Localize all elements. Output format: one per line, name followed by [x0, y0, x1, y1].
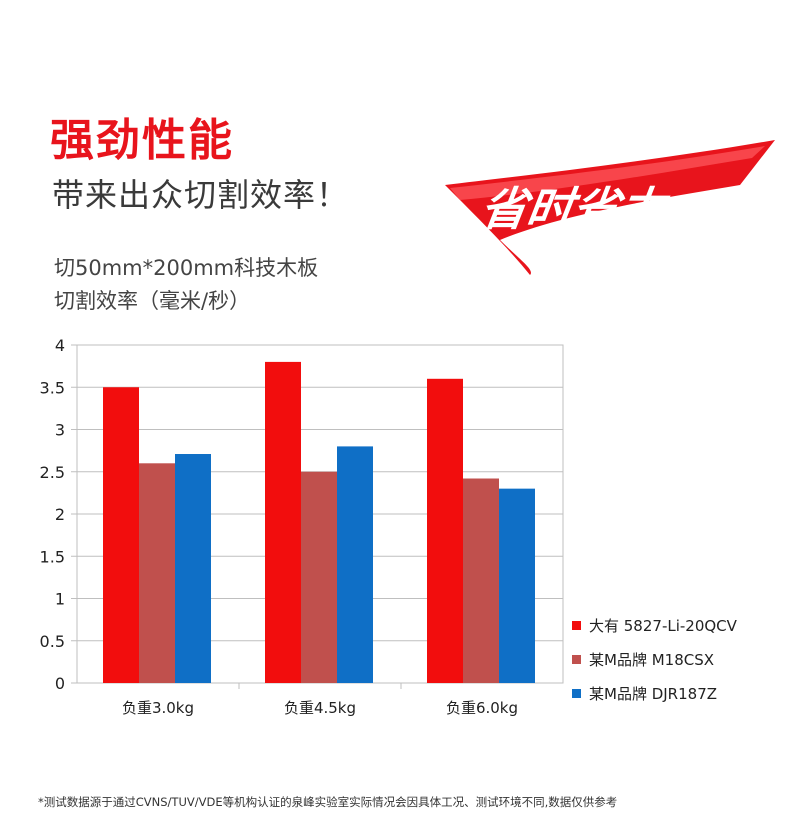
legend-label: 大有 5827-Li-20QCV: [589, 616, 737, 635]
bar-2-1: [139, 463, 175, 683]
y-tick-label: 4: [55, 336, 65, 355]
badge-text: 省时省力: [477, 182, 673, 236]
badge-swoosh-highlight: [450, 146, 765, 200]
y-tick-label: 0.5: [40, 632, 65, 651]
bar-2-2: [301, 471, 337, 683]
y-tick-label: 2: [55, 505, 65, 524]
bar-3-1: [175, 454, 211, 683]
legend-item: 某M品牌 DJR187Z: [572, 676, 737, 710]
legend-swatch: [572, 654, 581, 664]
legend-swatch: [572, 620, 581, 630]
footnote: *测试数据源于通过CVNS/TUV/VDE等机构认证的泉峰实验室实际情况会因具体…: [38, 795, 618, 809]
legend-item: 某M品牌 M18CSX: [572, 642, 737, 676]
chart-legend: 大有 5827-Li-20QCV 某M品牌 M18CSX 某M品牌 DJR187Z: [572, 608, 737, 710]
spec-line-1: 切50mm*200mm科技木板: [54, 256, 319, 280]
bar-3-3: [499, 488, 535, 683]
y-tick-label: 0: [55, 674, 65, 693]
badge-logo: 省时省力: [445, 140, 775, 275]
bar-3-2: [337, 446, 373, 683]
x-tick-label: 负重6.0kg: [446, 699, 518, 717]
y-tick-label: 1.5: [40, 547, 65, 566]
page-title: 强劲性能: [50, 115, 234, 166]
y-tick-label: 3: [55, 421, 65, 440]
bar-1-1: [103, 387, 139, 683]
x-tick-label: 负重4.5kg: [284, 699, 356, 717]
bar-1-3: [427, 378, 463, 683]
x-tick-label: 负重3.0kg: [122, 699, 194, 717]
y-tick-label: 3.5: [40, 378, 65, 397]
bar-1-2: [265, 361, 301, 683]
page-subtitle: 带来出众切割效率！: [52, 176, 350, 214]
y-tick-label: 1: [55, 590, 65, 609]
legend-label: 某M品牌 M18CSX: [589, 650, 715, 669]
spec-line-2: 切割效率（毫米/秒）: [54, 289, 251, 313]
legend-item: 大有 5827-Li-20QCV: [572, 608, 737, 642]
legend-label: 某M品牌 DJR187Z: [589, 684, 718, 703]
bar-chart: 0 0.5 1 1.5 2 2.5 3 3.5 4 负重3.0kg 负重4.5kg 负重6.0kg: [40, 336, 564, 717]
legend-swatch: [572, 688, 581, 698]
bar-2-3: [463, 478, 499, 683]
y-tick-label: 2.5: [40, 463, 65, 482]
badge-swoosh: [445, 140, 775, 275]
